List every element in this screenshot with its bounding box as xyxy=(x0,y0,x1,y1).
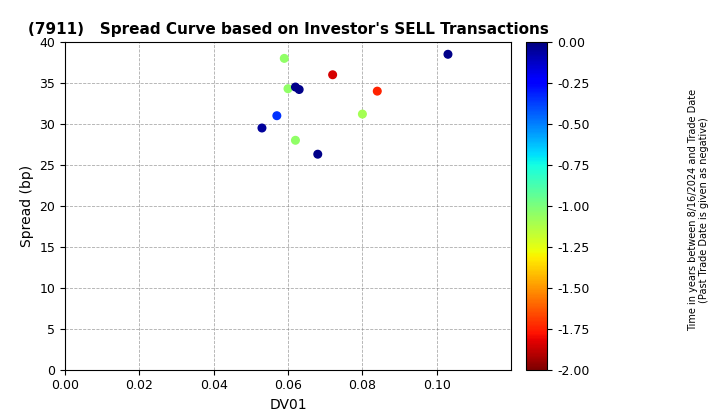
Text: Time in years between 8/16/2024 and Trade Date
(Past Trade Date is given as nega: Time in years between 8/16/2024 and Trad… xyxy=(688,89,709,331)
Point xyxy=(279,55,290,62)
Point xyxy=(327,71,338,78)
Point xyxy=(282,85,294,92)
Point xyxy=(294,86,305,93)
Point xyxy=(372,88,383,94)
Point xyxy=(442,51,454,58)
Point xyxy=(256,125,268,131)
Point xyxy=(312,151,323,158)
Point xyxy=(289,84,301,90)
Point xyxy=(289,137,301,144)
Title: (7911)   Spread Curve based on Investor's SELL Transactions: (7911) Spread Curve based on Investor's … xyxy=(27,22,549,37)
X-axis label: DV01: DV01 xyxy=(269,398,307,412)
Point xyxy=(356,111,368,118)
Point xyxy=(271,112,283,119)
Y-axis label: Spread (bp): Spread (bp) xyxy=(19,165,34,247)
